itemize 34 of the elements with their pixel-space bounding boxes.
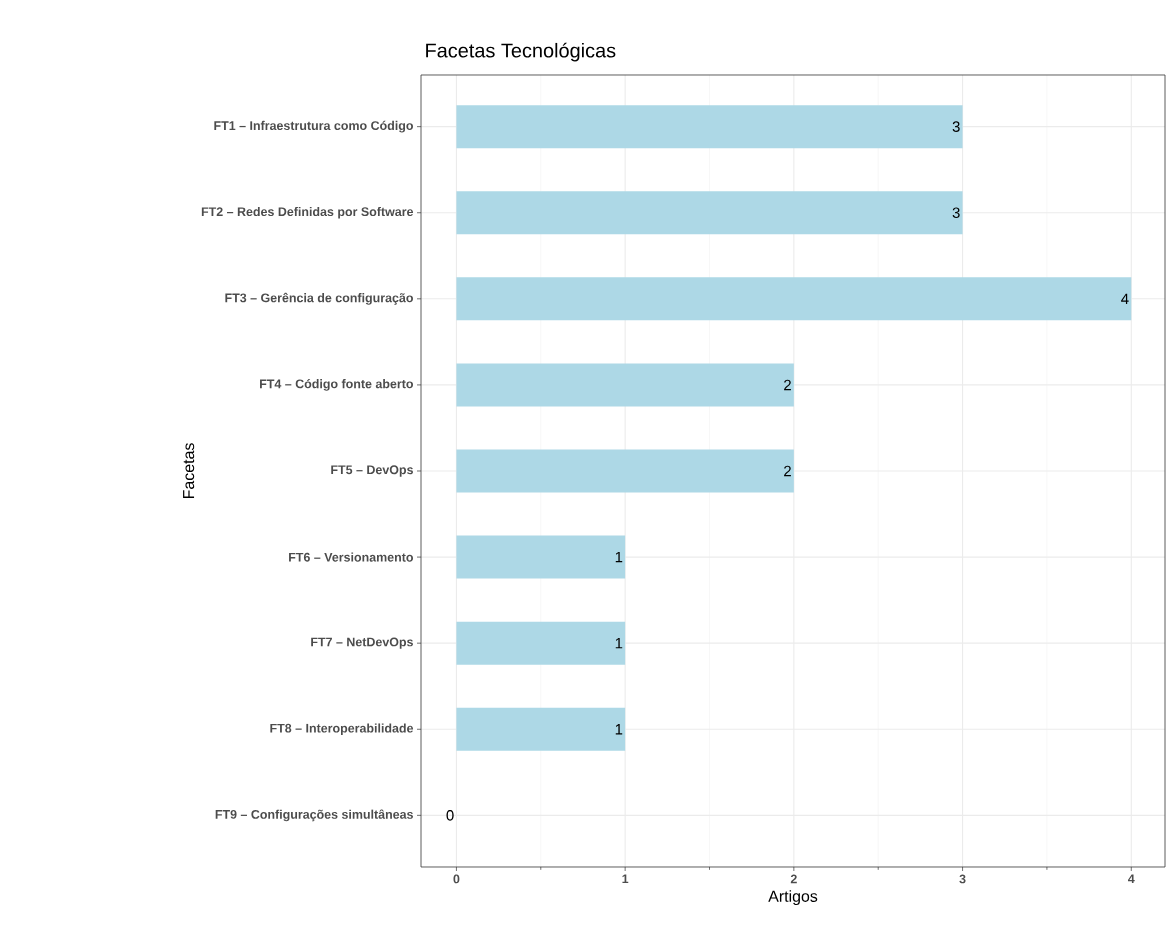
data-label: 1 <box>615 724 623 735</box>
data-label: 1 <box>615 638 623 649</box>
bar <box>456 191 963 235</box>
y-tick-label: FT9 – Configurações simultâneas <box>215 809 413 822</box>
x-axis-title: Artigos <box>768 890 818 906</box>
data-label: 3 <box>952 121 960 132</box>
y-tick-label: FT7 – NetDevOps <box>311 637 413 649</box>
bar <box>456 449 794 493</box>
y-tick-label: FT5 – DevOps <box>331 465 413 477</box>
data-label: 3 <box>952 207 960 219</box>
x-tick-label: 1 <box>622 874 629 884</box>
bar <box>456 707 626 751</box>
y-tick-label: FT4 – Código fonte aberto <box>260 379 414 391</box>
x-tick-label: 0 <box>453 874 460 884</box>
chart-title: Facetas Tecnológicas <box>426 42 616 62</box>
data-label: 0 <box>446 810 454 821</box>
x-tick-label: 4 <box>1128 874 1135 884</box>
y-tick-label: FT8 – Interoperabilidade <box>270 723 414 736</box>
y-tick-label: FT3 – Gerência de configuração <box>225 292 413 305</box>
x-tick-label: 2 <box>790 874 797 884</box>
bar <box>456 363 794 407</box>
data-label: 1 <box>615 551 623 563</box>
bar <box>456 105 963 149</box>
bar <box>456 277 1132 321</box>
data-label: 2 <box>784 465 791 477</box>
bar <box>456 535 626 579</box>
y-tick-label: FT1 – Infraestrutura como Código <box>214 120 413 133</box>
data-label: 2 <box>784 379 791 391</box>
bar <box>456 621 626 665</box>
x-tick-label: 3 <box>959 874 966 884</box>
data-label: 4 <box>1121 293 1129 304</box>
y-tick-label: FT2 – Redes Definidas por Software <box>201 206 414 219</box>
y-axis-title: Facetas <box>183 443 195 499</box>
y-tick-label: FT6 – Versionamento <box>289 552 414 562</box>
